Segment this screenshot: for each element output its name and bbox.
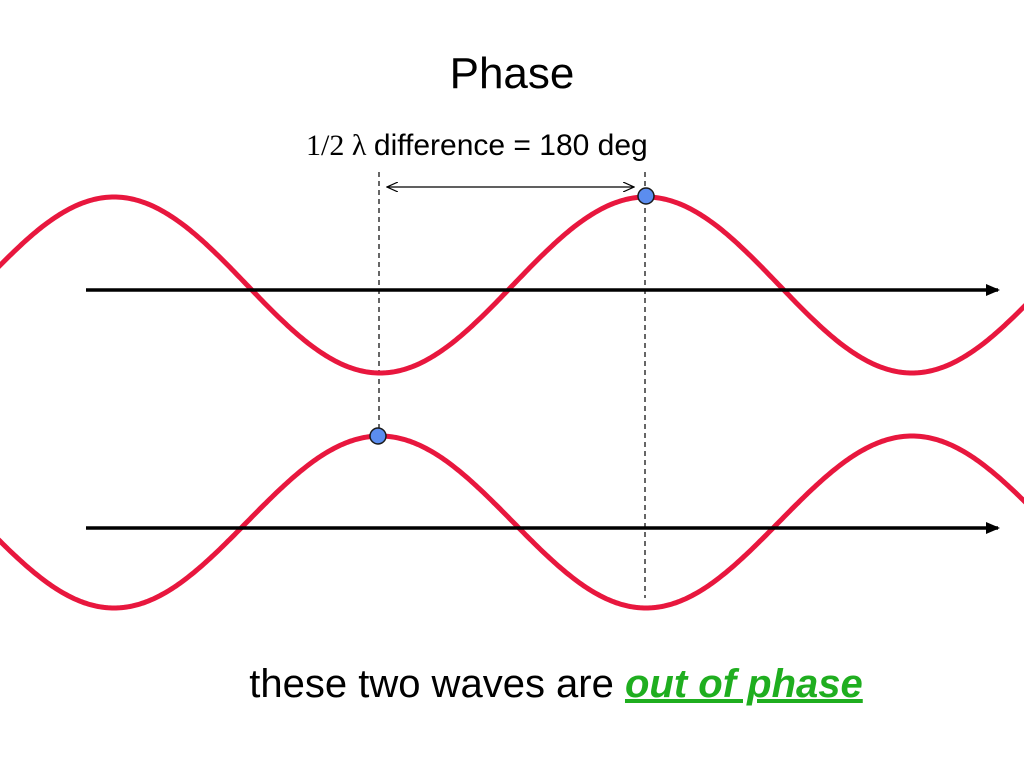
top-wave-crest-marker	[637, 187, 655, 205]
slide-title: Phase	[449, 49, 575, 98]
out-of-phase-emphasis: out of phase	[624, 662, 863, 706]
caption-prefix: these two waves are	[249, 662, 625, 706]
difference-text: difference = 180 deg	[373, 129, 648, 162]
bottom-wave	[0, 433, 1024, 611]
bottom-wave-crest-marker	[369, 427, 387, 445]
phase-difference-label: 1/2 λ difference = 180 deg	[306, 128, 648, 164]
top-wave	[0, 194, 1024, 376]
fraction-text: 1/2	[306, 129, 345, 162]
caption: these two waves are out of phase	[0, 660, 1024, 708]
lambda-symbol: λ	[351, 129, 367, 162]
